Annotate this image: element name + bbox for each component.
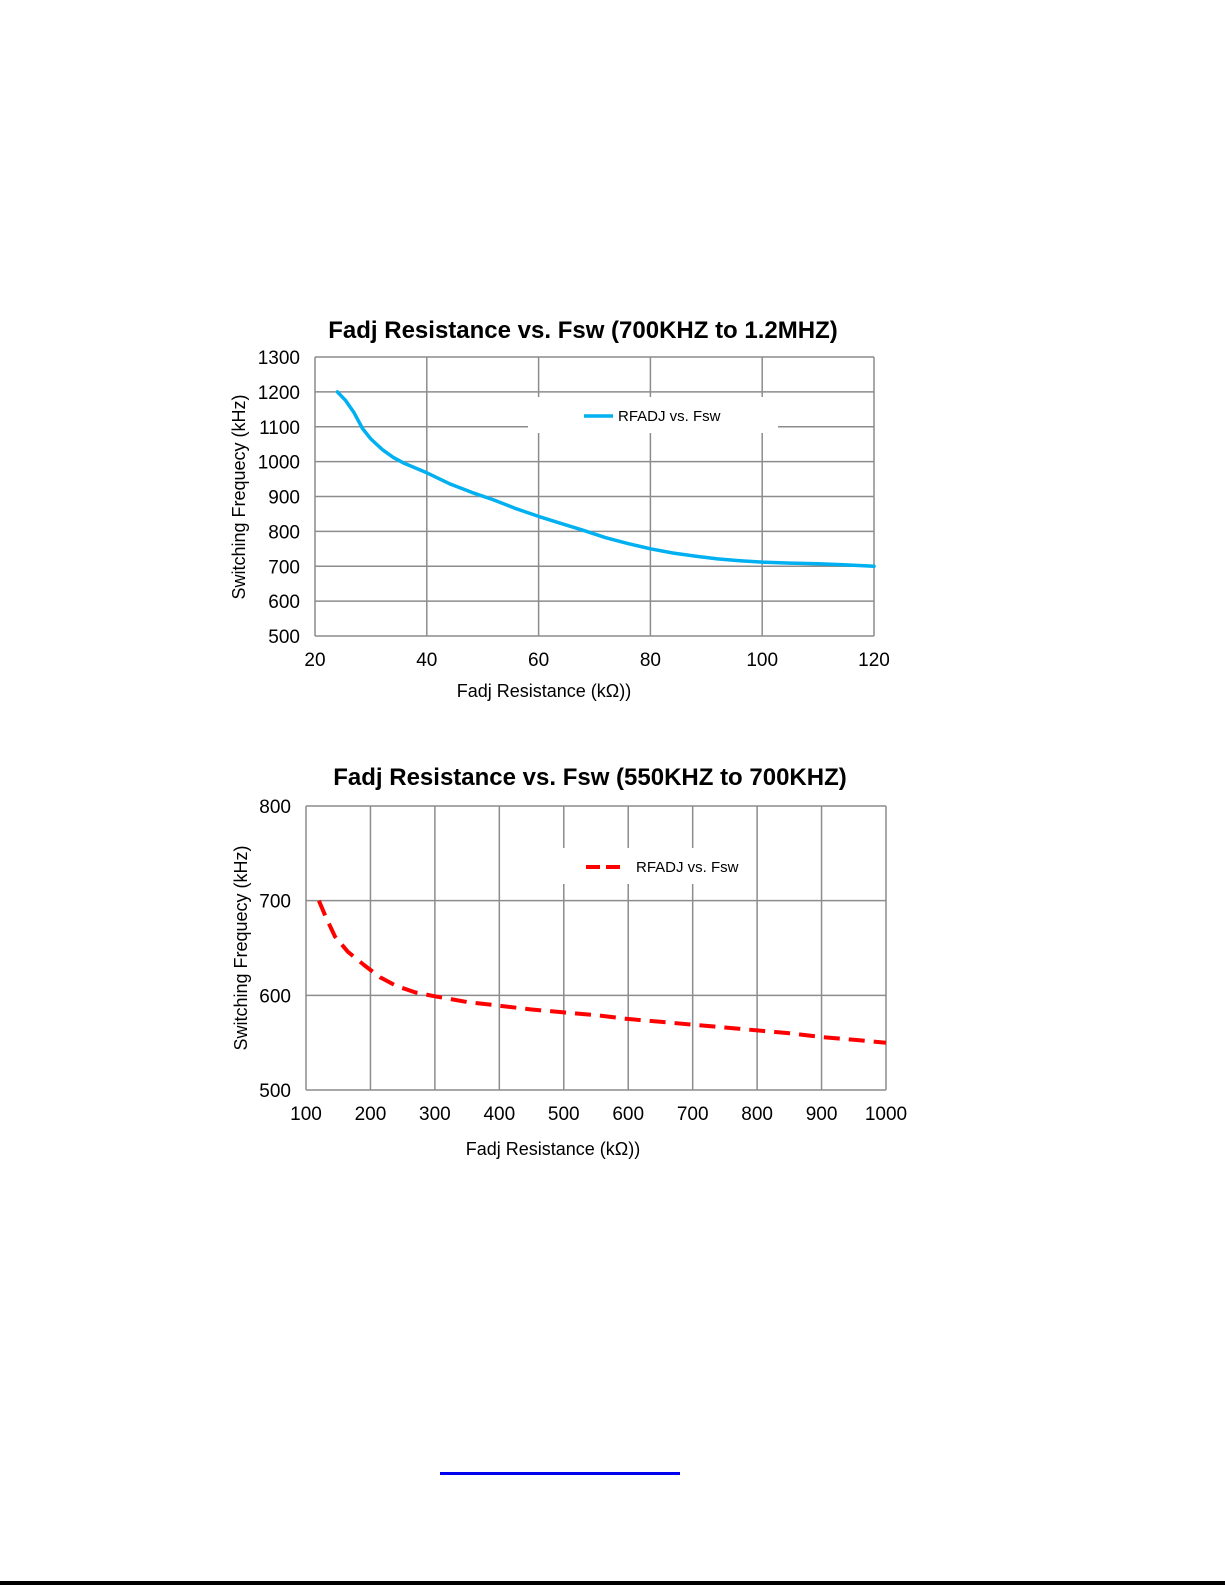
footer-link-underline[interactable] bbox=[440, 1472, 680, 1475]
chart-2-title: Fadj Resistance vs. Fsw (550KHZ to 700KH… bbox=[333, 764, 847, 791]
chart-2-y-tick-label: 600 bbox=[259, 986, 291, 1007]
chart-1-y-axis-label: Switching Frequecy (kHz) bbox=[229, 394, 249, 599]
chart-1-series-line bbox=[335, 390, 876, 569]
chart-1-legend-label: RFADJ vs. Fsw bbox=[618, 408, 721, 425]
chart-2-y-tick-label: 500 bbox=[259, 1081, 291, 1102]
chart-2-x-tick-label: 300 bbox=[419, 1104, 451, 1125]
chart-1-x-tick-label: 60 bbox=[528, 650, 549, 671]
chart-1-y-tick-label: 1000 bbox=[258, 453, 300, 474]
chart-1-grid bbox=[314, 356, 875, 637]
chart-1-x-tick-label: 100 bbox=[746, 650, 778, 671]
chart-1-y-ticks: 500 600 700 800 900 1000 1100 1200 1300 bbox=[258, 348, 300, 648]
chart-1: Fadj Resistance vs. Fsw (700KHZ to 1.2MH… bbox=[229, 317, 890, 701]
chart-1-y-tick-label: 1200 bbox=[258, 383, 300, 404]
chart-2-x-tick-label: 900 bbox=[806, 1104, 838, 1125]
chart-2-x-tick-label: 100 bbox=[290, 1104, 322, 1125]
chart-1-y-tick-label: 900 bbox=[268, 488, 300, 509]
chart-1-x-tick-label: 40 bbox=[416, 650, 437, 671]
chart-1-x-tick-label: 80 bbox=[640, 650, 661, 671]
chart-2-x-tick-label: 700 bbox=[677, 1104, 709, 1125]
chart-2-legend-label: RFADJ vs. Fsw bbox=[636, 859, 739, 876]
chart-2-x-ticks: 100 200 300 400 500 600 700 800 900 1000 bbox=[290, 1104, 907, 1125]
chart-1-y-tick-label: 500 bbox=[268, 627, 300, 648]
chart-2-x-tick-label: 200 bbox=[355, 1104, 387, 1125]
chart-1-series bbox=[335, 390, 876, 569]
chart-2-legend: RFADJ vs. Fsw bbox=[560, 848, 755, 884]
chart-2-x-tick-label: 400 bbox=[483, 1104, 515, 1125]
chart-1-title: Fadj Resistance vs. Fsw (700KHZ to 1.2MH… bbox=[328, 317, 837, 344]
chart-2-x-tick-label: 500 bbox=[548, 1104, 580, 1125]
chart-1-x-ticks: 20 40 60 80 100 120 bbox=[304, 650, 889, 671]
chart-2-x-tick-label: 600 bbox=[612, 1104, 644, 1125]
chart-2-series-line bbox=[317, 899, 887, 1045]
chart-2-x-axis-label: Fadj Resistance (kΩ)) bbox=[466, 1139, 641, 1159]
chart-2-y-axis-label: Switching Frequecy (kHz) bbox=[231, 845, 251, 1050]
chart-1-x-tick-label: 20 bbox=[304, 650, 325, 671]
chart-2-y-ticks: 500 600 700 800 bbox=[259, 797, 291, 1102]
chart-1-y-tick-label: 700 bbox=[268, 557, 300, 578]
chart-1-legend-box bbox=[528, 397, 778, 433]
chart-1-y-tick-label: 800 bbox=[268, 522, 300, 543]
chart-2-y-tick-label: 800 bbox=[259, 797, 291, 818]
chart-2-x-tick-label: 1000 bbox=[865, 1104, 907, 1125]
chart-2-x-tick-label: 800 bbox=[741, 1104, 773, 1125]
chart-1-y-tick-label: 1100 bbox=[259, 418, 300, 439]
chart-2-grid bbox=[305, 805, 887, 1091]
chart-1-legend: RFADJ vs. Fsw bbox=[528, 397, 778, 433]
chart-1-y-tick-label: 600 bbox=[268, 592, 300, 613]
page-bottom-rule bbox=[0, 1581, 1225, 1585]
chart-1-y-tick-label: 1300 bbox=[258, 348, 300, 369]
chart-2-y-tick-label: 700 bbox=[259, 892, 291, 913]
chart-1-x-tick-label: 120 bbox=[858, 650, 890, 671]
chart-2: Fadj Resistance vs. Fsw (550KHZ to 700KH… bbox=[231, 764, 907, 1159]
chart-2-series bbox=[317, 899, 887, 1045]
chart-1-x-axis-label: Fadj Resistance (kΩ)) bbox=[457, 681, 632, 701]
